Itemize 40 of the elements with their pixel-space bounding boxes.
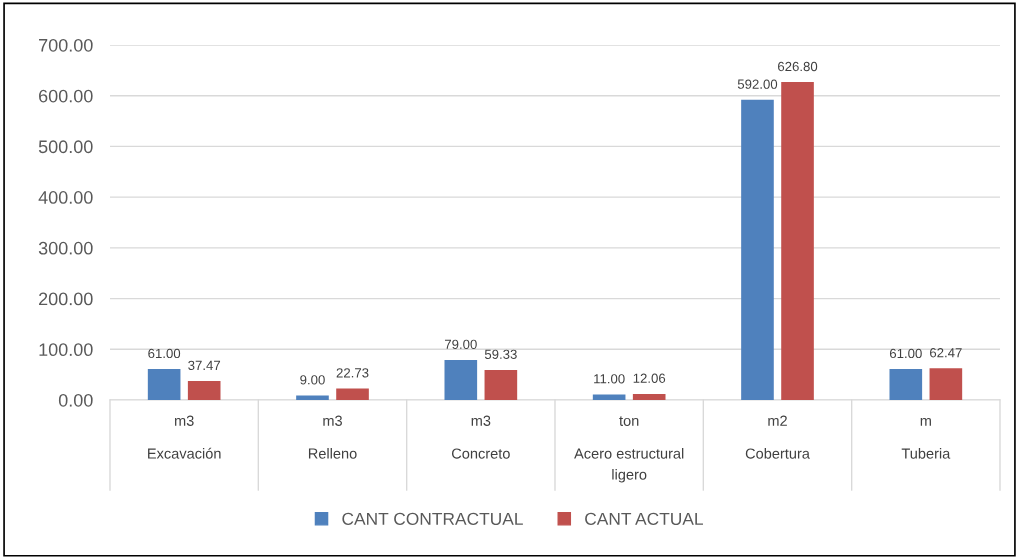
bar [296, 395, 329, 400]
y-tick-label: 200.00 [39, 292, 93, 306]
bar [187, 381, 221, 400]
data-label: 626.80 [778, 61, 818, 72]
data-label: 79.00 [444, 339, 477, 349]
data-label: 22.73 [336, 368, 369, 378]
y-tick-label: 500.00 [38, 140, 93, 154]
legend-label: CANT ACTUAL [585, 512, 703, 525]
bar [889, 369, 923, 400]
bar [592, 394, 626, 400]
data-label: 592.00 [737, 79, 778, 89]
category-label: m Tuberia [901, 417, 951, 459]
category-label: m3 Excavación [148, 415, 221, 459]
data-label: 59.33 [484, 349, 517, 359]
data-label: 37.47 [188, 360, 221, 371]
y-tick-label: 700.00 [39, 38, 93, 52]
y-tick-label: 100.00 [39, 343, 93, 357]
data-label: 11.00 [594, 374, 625, 384]
category-label: m3 Relleno [308, 415, 357, 459]
legend-label: CANT CONTRACTUAL [342, 512, 523, 525]
data-label: 9.00 [300, 375, 325, 385]
bar [632, 393, 666, 400]
y-tick-label: 0.00 [58, 393, 93, 407]
bar [781, 82, 814, 400]
y-tick-label: 400.00 [38, 191, 93, 204]
bar [147, 369, 181, 400]
data-label: 61.00 [889, 348, 922, 359]
y-tick-label: 600.00 [39, 89, 93, 103]
bar [741, 99, 774, 400]
category-label: ton Acero estructural ligero [574, 416, 684, 483]
data-label: 61.00 [148, 348, 181, 359]
bar [444, 359, 478, 400]
bar [336, 388, 369, 400]
data-label: 12.06 [633, 373, 666, 383]
bar [484, 369, 518, 400]
data-label: 62.47 [930, 348, 962, 358]
bar [929, 368, 963, 400]
category-label: m2 Cobertura [745, 415, 810, 459]
category-label: m3 Concreto [451, 415, 510, 459]
y-tick-label: 300.00 [38, 241, 93, 255]
